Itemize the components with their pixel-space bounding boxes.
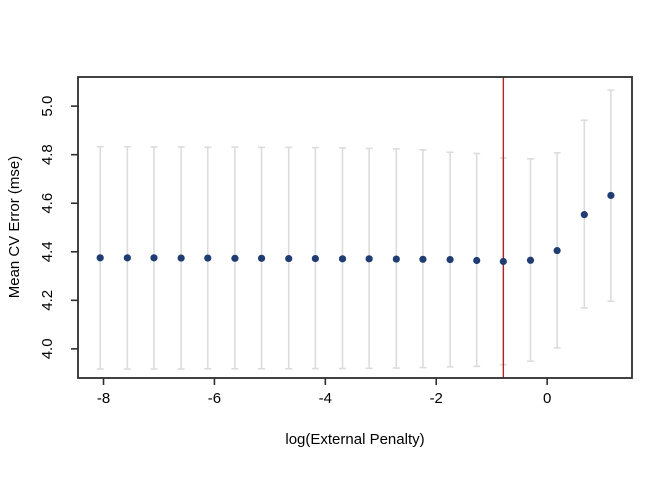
data-point [473,256,481,265]
y-axis-tick-label: 4.2 [39,290,56,311]
y-axis-tick-label: 4.4 [39,241,56,262]
data-point [311,254,319,263]
data-point [580,211,588,219]
data-point [257,254,266,262]
x-axis-tick-label: -4 [319,390,332,407]
data-point [96,254,104,262]
data-point [607,191,615,200]
y-axis-tick-label: 4.6 [39,193,56,214]
y-axis-tick-label: 5.0 [39,96,56,117]
y-axis-tick-label: 4.8 [39,144,56,165]
data-point [526,256,535,264]
data-point [338,255,347,263]
x-axis-tick-label: -8 [97,390,110,407]
x-axis-tick-label: -6 [208,390,221,407]
data-point [123,254,131,262]
data-point [419,255,427,263]
y-axis-tick-label: 4.0 [39,338,56,359]
y-axis-title: Mean CV Error (mse) [6,155,23,299]
x-axis-tick-label: -2 [430,390,443,407]
data-point [285,254,293,263]
data-point [150,254,158,262]
data-point [392,255,400,263]
data-point [204,254,212,262]
plot-box [77,76,633,379]
data-point [553,246,561,255]
data-point [446,255,454,264]
data-point [499,257,507,266]
x-axis-tick-label: 0 [543,390,551,407]
data-point [231,254,239,262]
data-point [365,255,373,263]
x-axis-title: log(External Penalty) [285,431,425,448]
data-point [177,254,185,262]
